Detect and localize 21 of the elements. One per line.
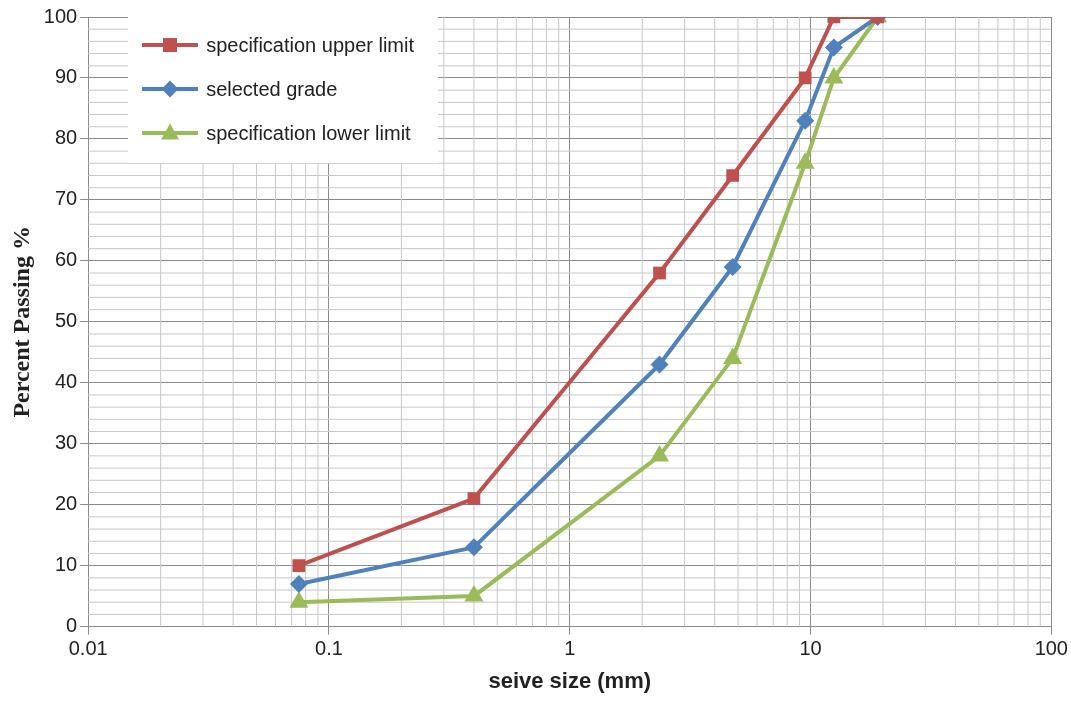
x-tick-label: 100	[1034, 637, 1068, 660]
y-tick-label: 100	[43, 4, 78, 27]
legend-label: specification upper limit	[206, 33, 415, 57]
y-tick-label: 60	[54, 248, 78, 271]
y-tick-label: 90	[54, 65, 78, 88]
y-tick-label: 0	[66, 614, 78, 637]
y-tick-label: 10	[54, 553, 78, 576]
x-tick-label: 10	[799, 637, 822, 660]
y-tick-label: 70	[54, 187, 78, 210]
x-tick-label: 0.01	[68, 637, 108, 660]
y-tick-label: 50	[54, 309, 78, 332]
x-tick-label: 0.1	[315, 637, 343, 660]
y-axis-title: Percent Passing %	[7, 226, 34, 418]
y-tick-label: 20	[54, 492, 78, 515]
y-tick-label: 80	[54, 126, 78, 149]
y-tick-label: 40	[54, 370, 78, 393]
legend-label: selected grade	[206, 77, 338, 101]
y-tick-label: 30	[54, 431, 78, 454]
legend-label: specification lower limit	[206, 121, 411, 145]
x-axis-title: seive size (mm)	[488, 667, 652, 693]
x-tick-label: 1	[564, 637, 576, 660]
